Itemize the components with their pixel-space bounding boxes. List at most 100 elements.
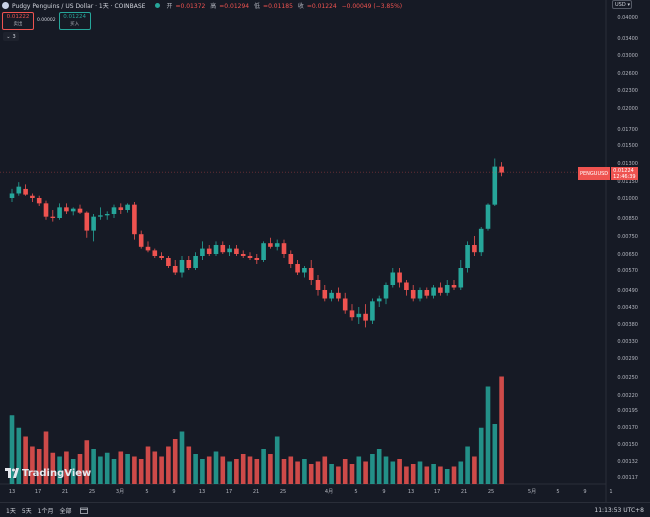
volume-bar (125, 454, 130, 484)
candle-body (227, 248, 232, 253)
candle-body (349, 310, 355, 318)
candle-body (363, 313, 368, 321)
range-5d-button[interactable]: 5天 (21, 507, 32, 515)
price-axis-label: 0.02300 (617, 88, 638, 94)
price-tag-price: 0.01224 (613, 167, 634, 174)
candle-body (152, 250, 158, 256)
volume-bar (118, 451, 124, 484)
price-tag-countdown: 12:46:39 (613, 173, 636, 180)
candle-body (329, 292, 334, 299)
volume-bar (478, 427, 484, 484)
price-axis-label: 0.00150 (617, 442, 638, 448)
candle-body (397, 272, 402, 283)
candle-body (91, 216, 96, 231)
market-status-icon (155, 2, 161, 8)
chevron-down-icon: ▾ (627, 1, 630, 8)
candle-body (132, 204, 137, 235)
candle-body (492, 166, 498, 205)
candle-body (111, 207, 117, 214)
range-1m-button[interactable]: 1个月 (37, 507, 54, 515)
volume-bar (438, 466, 443, 484)
candle-body (172, 266, 178, 273)
buy-button[interactable]: 0.01224 买入 (58, 11, 91, 30)
volume-bar (132, 456, 137, 484)
open-label: 开 (166, 2, 173, 10)
candle-body (104, 214, 110, 216)
price-axis-label: 0.00490 (617, 288, 638, 294)
currency-label: USD (615, 1, 626, 8)
candle-body (125, 204, 130, 210)
time-axis-label: 4月 (325, 489, 333, 495)
time-axis-label: 17 (434, 489, 440, 495)
candle-body (30, 195, 35, 198)
trade-buttons: 0.01222 卖出 0.00002 0.01224 买入 (2, 11, 91, 30)
clock-readout: 11:13:53 UTC+8 (594, 506, 644, 514)
time-axis-label: 25 (280, 489, 286, 495)
indicator-toggle-button[interactable]: ⌄ 3 (3, 32, 19, 41)
volume-bar (247, 456, 253, 484)
candle-body (57, 207, 62, 218)
volume-bar (376, 449, 382, 484)
sell-button[interactable]: 0.01222 卖出 (2, 11, 34, 30)
range-all-button[interactable]: 全部 (59, 507, 72, 515)
volume-bar (492, 424, 498, 484)
volume-bar (77, 454, 83, 484)
candle-body (50, 216, 56, 218)
candle-body (404, 282, 409, 290)
volume-bar (465, 446, 470, 484)
range-1d-button[interactable]: 1天 (6, 507, 16, 515)
price-axis-label: 0.00330 (617, 339, 638, 345)
time-axis-label: 25 (488, 489, 494, 495)
volume-bar (98, 456, 103, 484)
volume-bar (499, 376, 504, 484)
candle-body (315, 280, 321, 290)
volume-bar (349, 464, 355, 484)
volume-bar (50, 452, 56, 484)
tradingview-logo[interactable]: TradingView (5, 466, 91, 480)
candle-body (288, 254, 294, 264)
candle-body (254, 258, 260, 260)
price-axis-label: 0.00117 (617, 475, 638, 481)
volume-bar (179, 431, 185, 484)
candle-body (499, 166, 504, 173)
price-axis-label: 0.00380 (617, 322, 638, 328)
time-axis-label: 13 (9, 489, 15, 495)
candle-body (410, 290, 416, 299)
candle-body (186, 260, 192, 268)
time-axis-label: 5 (556, 489, 559, 495)
price-axis-label: 0.03400 (617, 36, 638, 42)
symbol-title[interactable]: Pudgy Penguins / US Dollar · 1天 · COINBA… (12, 2, 146, 10)
time-axis-label: 9 (172, 489, 175, 495)
bottom-toolbar: 1天 5天 1个月 全部 11:13:53 UTC+8 (0, 502, 650, 517)
time-axis-label: 17 (226, 489, 232, 495)
price-axis-label: 0.04000 (617, 15, 638, 21)
candle-body (9, 193, 15, 198)
buy-label: 买入 (70, 21, 80, 27)
volume-bar (329, 464, 334, 484)
candle-body (84, 212, 90, 231)
price-tag-symbol: PENGUUSD (578, 167, 611, 180)
volume-bar (213, 451, 219, 484)
volume-bar (159, 456, 164, 484)
calendar-icon[interactable] (79, 507, 88, 514)
volume-bar (23, 436, 28, 484)
currency-selector[interactable]: USD ▾ (612, 0, 632, 9)
volume-bar (206, 456, 212, 484)
chevron-down-icon: ⌄ (6, 33, 11, 40)
tradingview-logo-text: TradingView (22, 467, 92, 479)
volume-bar (43, 431, 49, 484)
candle-body (431, 287, 436, 296)
candle-body (295, 264, 300, 273)
volume-bar (9, 415, 15, 484)
price-axis-label: 0.00220 (617, 393, 638, 399)
time-axis-label: 5 (354, 489, 357, 495)
volume-bar (16, 427, 22, 484)
price-axis-label: 0.00195 (617, 408, 638, 414)
candle-body (417, 290, 423, 299)
price-axis-label: 0.00290 (617, 356, 638, 362)
candle-body (16, 186, 22, 194)
candle-body (220, 245, 226, 253)
time-axis-label: 9 (583, 489, 586, 495)
volume-bar (451, 466, 457, 484)
